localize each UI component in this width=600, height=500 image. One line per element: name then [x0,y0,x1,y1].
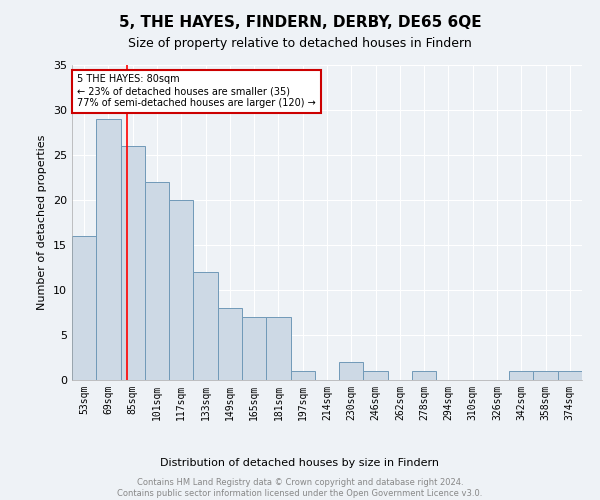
Text: 5, THE HAYES, FINDERN, DERBY, DE65 6QE: 5, THE HAYES, FINDERN, DERBY, DE65 6QE [119,15,481,30]
Bar [364,371,388,380]
Bar [218,308,242,380]
Y-axis label: Number of detached properties: Number of detached properties [37,135,47,310]
Bar [533,371,558,380]
Bar [121,146,145,380]
Bar [145,182,169,380]
Bar [242,317,266,380]
Bar [96,119,121,380]
Text: 5 THE HAYES: 80sqm
← 23% of detached houses are smaller (35)
77% of semi-detache: 5 THE HAYES: 80sqm ← 23% of detached hou… [77,74,316,108]
Text: Size of property relative to detached houses in Findern: Size of property relative to detached ho… [128,38,472,51]
Bar [558,371,582,380]
Bar [290,371,315,380]
Bar [193,272,218,380]
Bar [169,200,193,380]
Bar [72,236,96,380]
Bar [509,371,533,380]
Bar [266,317,290,380]
Text: Distribution of detached houses by size in Findern: Distribution of detached houses by size … [161,458,439,468]
Bar [339,362,364,380]
Text: Contains HM Land Registry data © Crown copyright and database right 2024.
Contai: Contains HM Land Registry data © Crown c… [118,478,482,498]
Bar [412,371,436,380]
